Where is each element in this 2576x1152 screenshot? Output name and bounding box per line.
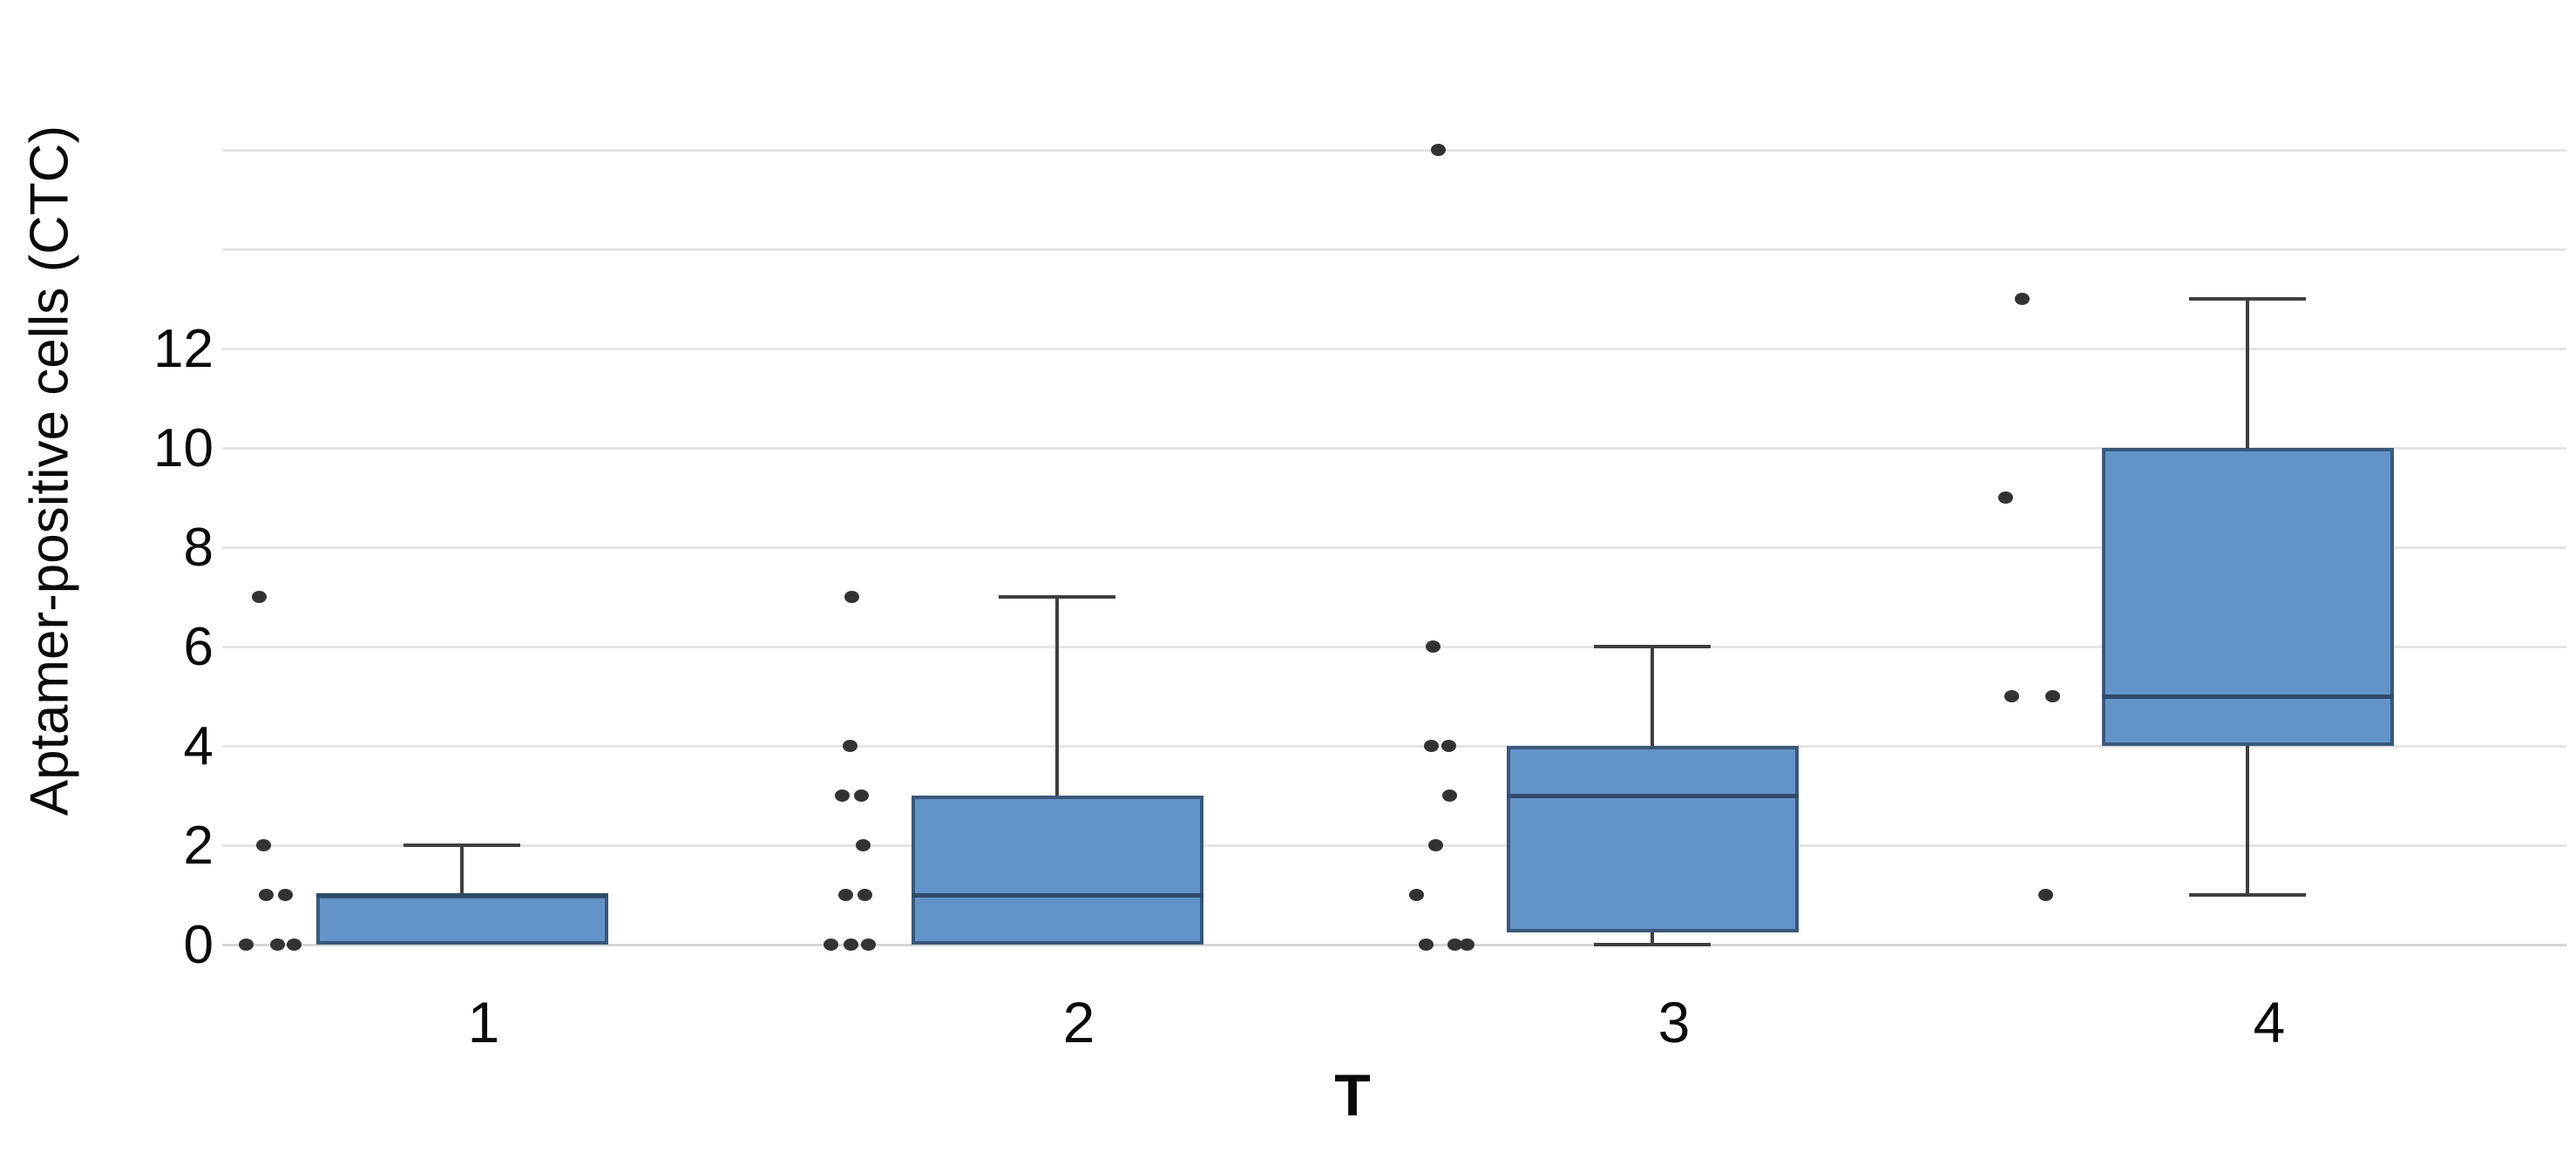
jitter-point	[1441, 789, 1457, 802]
whisker-stem	[460, 845, 464, 895]
jitter-point	[1441, 740, 1456, 752]
gridline	[222, 247, 2566, 251]
gridline	[222, 446, 2566, 450]
y-tick-label: 0	[183, 915, 214, 975]
jitter-point	[238, 939, 254, 951]
whisker-cap	[1594, 943, 1711, 946]
jitter-point	[823, 939, 838, 951]
jitter-point	[2044, 690, 2060, 702]
whisker-stem	[1055, 597, 1059, 796]
zero-gridline	[222, 943, 2566, 946]
y-tick-label: 10	[153, 418, 214, 478]
jitter-point	[1997, 491, 2013, 504]
x-axis-title: T	[1334, 1062, 1371, 1128]
gridline	[222, 347, 2566, 350]
jitter-point	[269, 939, 285, 951]
jitter-point	[1418, 939, 1434, 951]
box	[315, 895, 608, 945]
jitter-point	[843, 939, 858, 951]
jitter-point	[2003, 690, 2019, 702]
jitter-point	[1423, 740, 1439, 752]
whisker-cap	[1594, 645, 1711, 648]
median-line	[911, 892, 1203, 898]
jitter-point	[842, 740, 858, 752]
jitter-point	[1425, 640, 1441, 653]
x-tick-label: 2	[1062, 990, 1095, 1054]
jitter-point	[834, 789, 850, 802]
jitter-point	[860, 939, 876, 951]
whisker-stem	[1651, 932, 1654, 945]
y-tick-label: 6	[183, 617, 214, 677]
jitter-point	[1447, 939, 1462, 951]
jitter-point	[251, 591, 267, 603]
box	[2101, 448, 2394, 746]
jitter-point	[277, 889, 293, 901]
whisker-cap	[999, 595, 1115, 599]
jitter-point	[1408, 889, 1424, 901]
gridline	[222, 844, 2566, 847]
x-tick-label: 3	[1657, 990, 1691, 1054]
gridline	[222, 148, 2566, 152]
jitter-point	[1427, 839, 1443, 851]
whisker-cap	[2189, 893, 2306, 897]
jitter-point	[286, 939, 302, 951]
jitter-point	[258, 889, 274, 901]
x-tick-label: 4	[2253, 990, 2286, 1054]
whisker-stem	[2246, 299, 2249, 448]
jitter-point	[1430, 144, 1446, 156]
jitter-point	[2037, 889, 2053, 901]
y-tick-label: 12	[153, 319, 214, 379]
jitter-point	[857, 889, 872, 901]
jitter-point	[837, 889, 853, 901]
y-tick-label: 2	[183, 816, 214, 876]
gridline	[222, 546, 2566, 549]
jitter-point	[855, 839, 871, 851]
jitter-point	[853, 789, 869, 802]
box	[911, 796, 1203, 945]
whisker-cap	[403, 844, 520, 847]
jitter-point	[1459, 939, 1474, 951]
median-line	[1506, 793, 1799, 798]
whisker-stem	[2246, 746, 2249, 895]
median-line	[315, 892, 608, 898]
jitter-point	[2014, 293, 2030, 305]
y-axis-title: Aptamer-positive cells (CTC)	[19, 125, 80, 817]
y-tick-label: 4	[183, 716, 214, 776]
median-line	[2101, 694, 2394, 699]
gridline	[222, 645, 2566, 648]
gridline	[222, 744, 2566, 748]
jitter-point	[255, 839, 271, 851]
whisker-cap	[2189, 297, 2306, 301]
y-tick-label: 8	[183, 518, 214, 578]
whisker-stem	[1651, 647, 1654, 746]
box	[1506, 746, 1799, 932]
x-tick-label: 1	[467, 990, 500, 1054]
jitter-point	[844, 591, 859, 603]
